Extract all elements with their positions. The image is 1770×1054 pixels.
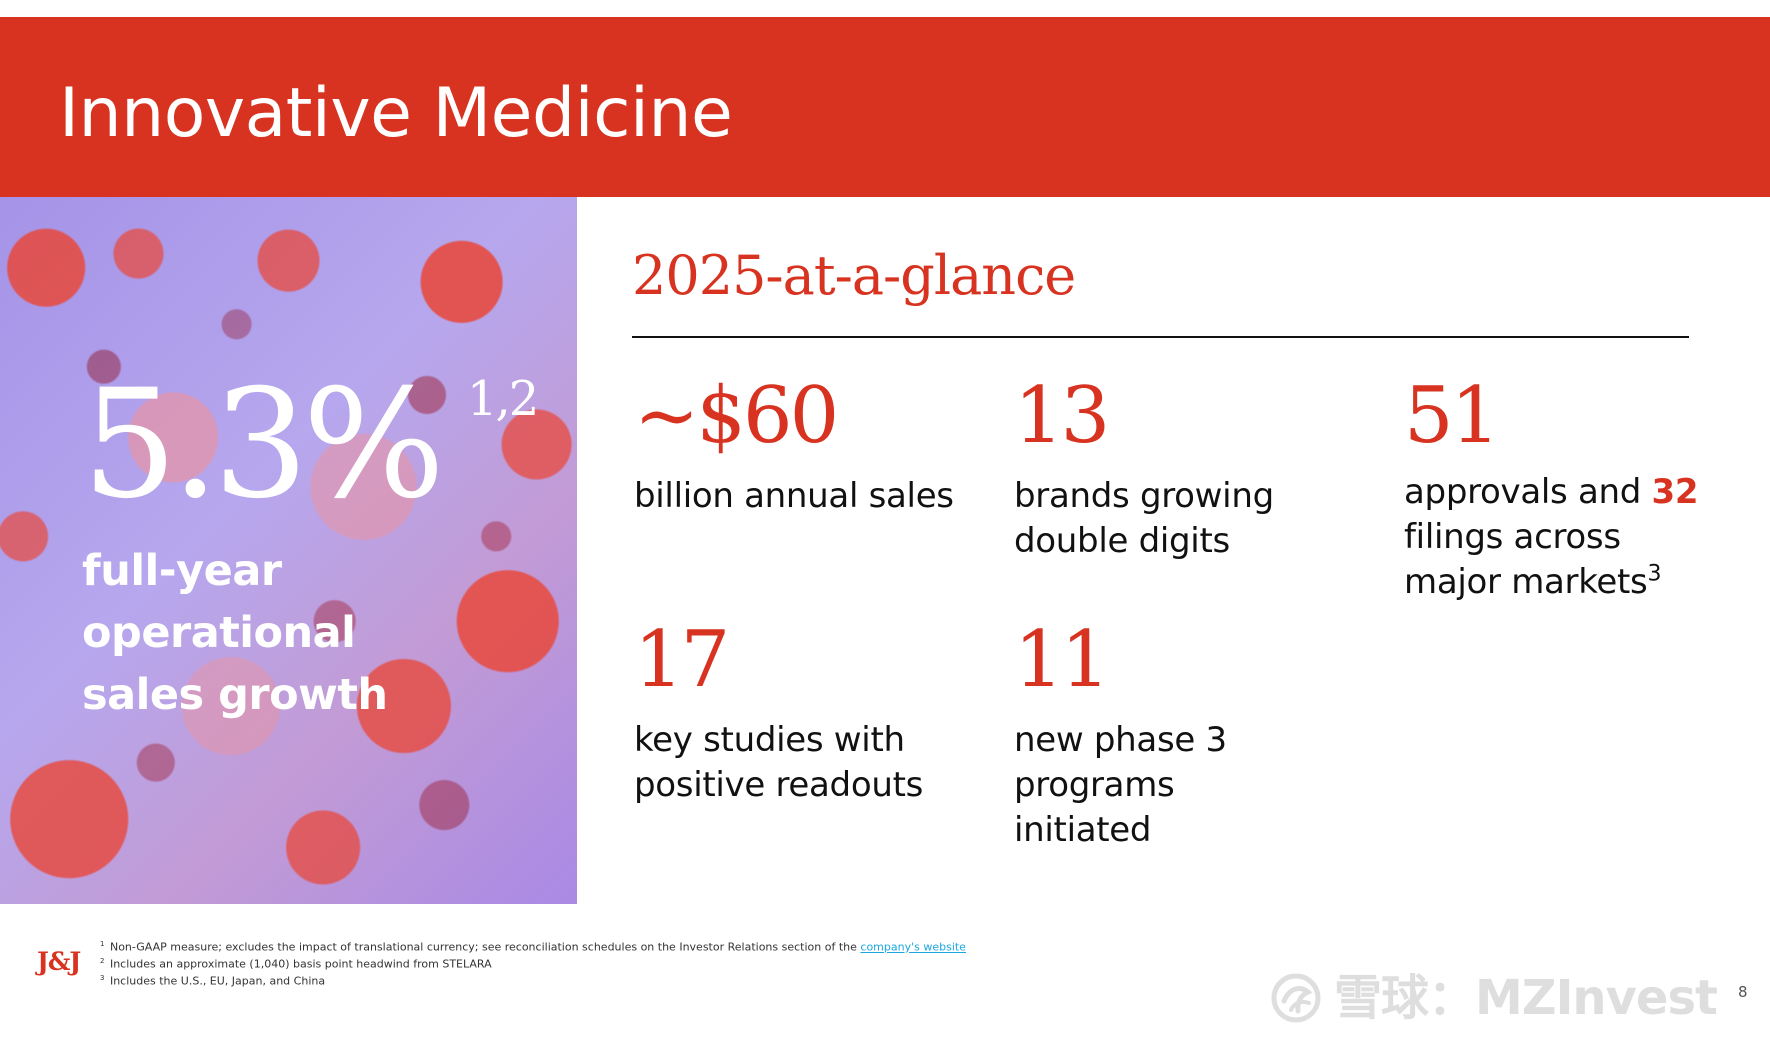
stat-value: 11: [1014, 615, 1110, 705]
header-band: Innovative Medicine: [0, 17, 1770, 197]
section-divider: [632, 336, 1689, 338]
stat-label: key studies with positive readouts: [634, 720, 924, 805]
stat-growing-brands: 13 brands growing double digits: [1014, 377, 1334, 564]
hero-number-wrap: 5.3% 1,2: [82, 370, 539, 540]
footnote-1: 1 Non-GAAP measure; excludes the impact …: [100, 936, 1000, 954]
snowball-watermark-icon: [1271, 973, 1321, 1023]
watermark: 雪球：MZInvest: [1270, 966, 1725, 1030]
stat-label: billion annual sales: [634, 476, 954, 516]
stat-value: ~$60: [634, 371, 839, 461]
footnote-text: Non-GAAP measure; excludes the impact of…: [109, 940, 857, 954]
footnote-marker: 2: [100, 957, 105, 965]
stat-label-accent-number: 32: [1651, 472, 1699, 512]
watermark-text: 雪球：MZInvest: [1334, 970, 1718, 1026]
stat-annual-sales: ~$60 billion annual sales: [634, 377, 954, 519]
footnote-marker: 3: [100, 974, 105, 982]
hero-metric: 5.3% 1,2 full-year operational sales gro…: [82, 370, 539, 726]
stat-label: new phase 3 programs initiated: [1014, 720, 1227, 850]
footnote-2: 2 Includes an approximate (1,040) basis …: [100, 953, 1000, 971]
hero-value: 5.3%: [82, 358, 445, 532]
brand-logo: J&J: [37, 947, 81, 976]
stat-value: 13: [1014, 371, 1110, 461]
hero-caption: full-year operational sales growth: [82, 546, 388, 720]
footnotes: 1 Non-GAAP measure; excludes the impact …: [100, 936, 1000, 988]
stat-value: 17: [634, 615, 730, 705]
section-title: 2025-at-a-glance: [632, 244, 1076, 307]
footnote-marker: 1: [100, 940, 105, 948]
stat-label: brands growing double digits: [1014, 476, 1274, 561]
footnote-text: Includes the U.S., EU, Japan, and China: [109, 974, 326, 988]
stat-phase-three-programs: 11 new phase 3 programs initiated: [1014, 621, 1294, 853]
hero-image-panel: 5.3% 1,2 full-year operational sales gro…: [0, 197, 577, 904]
stat-label: approvals and 32 filings across major ma…: [1404, 470, 1704, 605]
stat-approvals-filings: 51 approvals and 32 filings across major…: [1404, 377, 1704, 605]
stat-footnote-reference: 3: [1647, 561, 1662, 587]
footnote-text: Includes an approximate (1,040) basis po…: [109, 957, 492, 971]
stat-positive-readouts: 17 key studies with positive readouts: [634, 621, 954, 808]
page-title: Innovative Medicine: [59, 74, 733, 153]
page-number: 8: [1738, 983, 1748, 1001]
footnote-3: 3 Includes the U.S., EU, Japan, and Chin…: [100, 970, 1000, 988]
stat-label-suffix: filings across major markets: [1404, 517, 1648, 602]
hero-footnote-reference: 1,2: [467, 371, 539, 427]
company-website-link[interactable]: company's website: [860, 940, 966, 954]
stat-label-prefix: approvals and: [1404, 472, 1642, 512]
stat-value: 51: [1404, 371, 1500, 461]
